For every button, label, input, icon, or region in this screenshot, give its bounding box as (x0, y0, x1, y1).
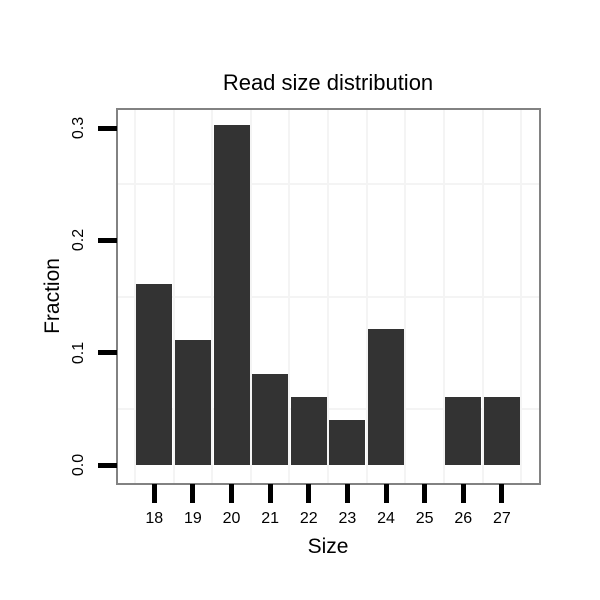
x-tick-label-18: 18 (145, 510, 164, 527)
x-tick-26 (460, 484, 466, 503)
x-tick-18 (151, 484, 157, 503)
y-tick-0.1 (98, 350, 117, 356)
x-tick-label-23: 23 (338, 510, 357, 527)
x-tick-label-25: 25 (415, 510, 434, 527)
y-tick-0.3 (98, 125, 117, 131)
y-axis-title: Fraction (41, 258, 64, 334)
x-tick-label-27: 27 (493, 510, 511, 527)
x-tick-label-24: 24 (377, 510, 395, 527)
minor-gridline-horizontal (118, 407, 539, 410)
x-tick-label-20: 20 (222, 510, 241, 527)
bar-24 (368, 328, 405, 465)
x-tick-label-26: 26 (454, 510, 473, 527)
y-tick-label-0.3: 0.3 (70, 116, 87, 140)
bar-26 (445, 396, 482, 465)
x-tick-label-22: 22 (299, 510, 318, 527)
bar-21 (252, 374, 289, 465)
chart-title: Read size distribution (222, 70, 434, 95)
x-axis-title: Size (307, 535, 349, 558)
x-tick-21 (267, 484, 273, 503)
x-tick-label-19: 19 (184, 510, 202, 527)
x-tick-27 (499, 484, 505, 503)
minor-gridline-horizontal (118, 183, 539, 186)
bar-23 (329, 419, 366, 465)
y-tick-label-0.2: 0.2 (70, 229, 87, 252)
plot-panel (116, 108, 541, 485)
y-tick-label-0.1: 0.1 (70, 341, 87, 364)
bar-20 (213, 124, 250, 465)
x-tick-label-21: 21 (261, 510, 280, 527)
bar-19 (174, 340, 211, 465)
bar-18 (136, 283, 173, 465)
x-tick-19 (190, 484, 196, 503)
y-tick-0.0 (98, 462, 117, 468)
x-tick-23 (344, 484, 350, 503)
minor-gridline-horizontal (118, 295, 539, 298)
x-tick-24 (383, 484, 389, 503)
x-tick-22 (306, 484, 312, 503)
bar-27 (483, 396, 520, 465)
x-tick-20 (229, 484, 235, 503)
x-tick-25 (422, 484, 428, 503)
y-tick-0.2 (98, 237, 117, 243)
bar-22 (290, 396, 327, 465)
y-tick-label-0.0: 0.0 (70, 453, 87, 477)
